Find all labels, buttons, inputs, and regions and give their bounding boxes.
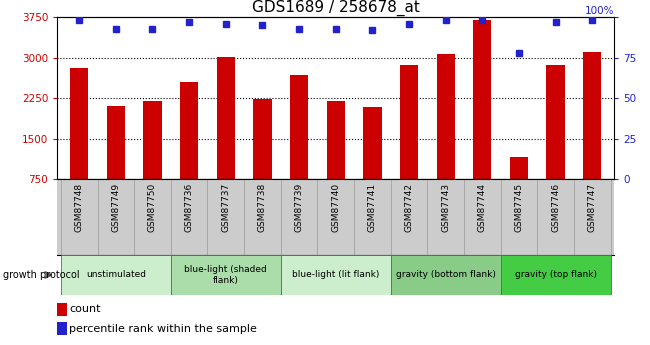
Text: count: count [70, 304, 101, 314]
Bar [143, 101, 162, 179]
Text: GSM87744: GSM87744 [478, 183, 487, 232]
Text: gravity (bottom flank): gravity (bottom flank) [396, 270, 495, 279]
Bar [290, 75, 308, 179]
Title: GDS1689 / 258678_at: GDS1689 / 258678_at [252, 0, 420, 16]
Text: GSM87740: GSM87740 [332, 183, 340, 232]
Bar [500, 255, 610, 295]
Bar [57, 322, 66, 335]
Bar [547, 65, 565, 179]
Text: GSM87749: GSM87749 [111, 183, 120, 232]
Text: GSM87743: GSM87743 [441, 183, 450, 232]
Bar [107, 106, 125, 179]
Bar [254, 99, 272, 179]
Bar [57, 303, 66, 316]
Text: blue-light (lit flank): blue-light (lit flank) [292, 270, 380, 279]
Bar [473, 20, 491, 179]
Bar [363, 107, 382, 179]
Bar [216, 57, 235, 179]
Bar [61, 255, 171, 295]
Text: GSM87738: GSM87738 [258, 183, 267, 232]
Bar [510, 157, 528, 179]
Text: GSM87748: GSM87748 [75, 183, 84, 232]
Text: GSM87739: GSM87739 [294, 183, 304, 232]
Text: GSM87741: GSM87741 [368, 183, 377, 232]
Bar [171, 255, 281, 295]
Bar [281, 255, 391, 295]
Bar [180, 82, 198, 179]
Text: 100%: 100% [585, 6, 614, 16]
Bar [400, 65, 418, 179]
Text: GSM87745: GSM87745 [514, 183, 523, 232]
Bar [326, 101, 345, 179]
Text: GSM87750: GSM87750 [148, 183, 157, 232]
Bar [391, 255, 500, 295]
Text: GSM87737: GSM87737 [221, 183, 230, 232]
Text: GSM87736: GSM87736 [185, 183, 194, 232]
Bar [583, 52, 601, 179]
Bar [70, 69, 88, 179]
Text: GSM87746: GSM87746 [551, 183, 560, 232]
Text: GSM87747: GSM87747 [588, 183, 597, 232]
Text: blue-light (shaded
flank): blue-light (shaded flank) [185, 265, 267, 285]
Text: gravity (top flank): gravity (top flank) [515, 270, 597, 279]
Text: growth protocol: growth protocol [3, 270, 80, 280]
Text: percentile rank within the sample: percentile rank within the sample [70, 324, 257, 334]
Text: GSM87742: GSM87742 [404, 183, 413, 232]
Text: unstimulated: unstimulated [86, 270, 146, 279]
Bar [437, 54, 455, 179]
